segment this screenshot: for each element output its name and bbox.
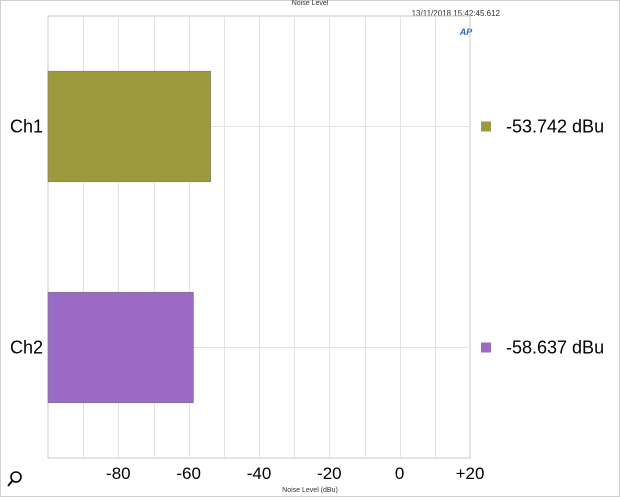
category-label: Ch2 [10,338,43,358]
timestamp: 13/11/2018 15:42:45.612 [411,9,500,18]
x-tick-label: -80 [106,464,131,483]
value-label: -58.637 dBu [506,338,604,358]
x-axis-label: Noise Level (dBu) [282,487,338,494]
x-tick-label: -20 [317,464,342,483]
x-tick-label: -40 [247,464,272,483]
legend-swatch [481,121,491,132]
category-label: Ch1 [10,117,43,137]
legend-swatch [481,342,491,353]
x-tick-label: -60 [176,464,201,483]
bar-ch2 [47,291,194,404]
value-label: -53.742 dBu [506,117,604,137]
x-tick-label: +20 [456,464,485,483]
bar-ch1 [47,70,211,183]
x-tick-label: 0 [395,464,404,483]
chart-title: Noise Level [291,0,329,7]
ap-logo: AP [459,27,473,37]
magnifier-icon[interactable] [6,470,24,490]
